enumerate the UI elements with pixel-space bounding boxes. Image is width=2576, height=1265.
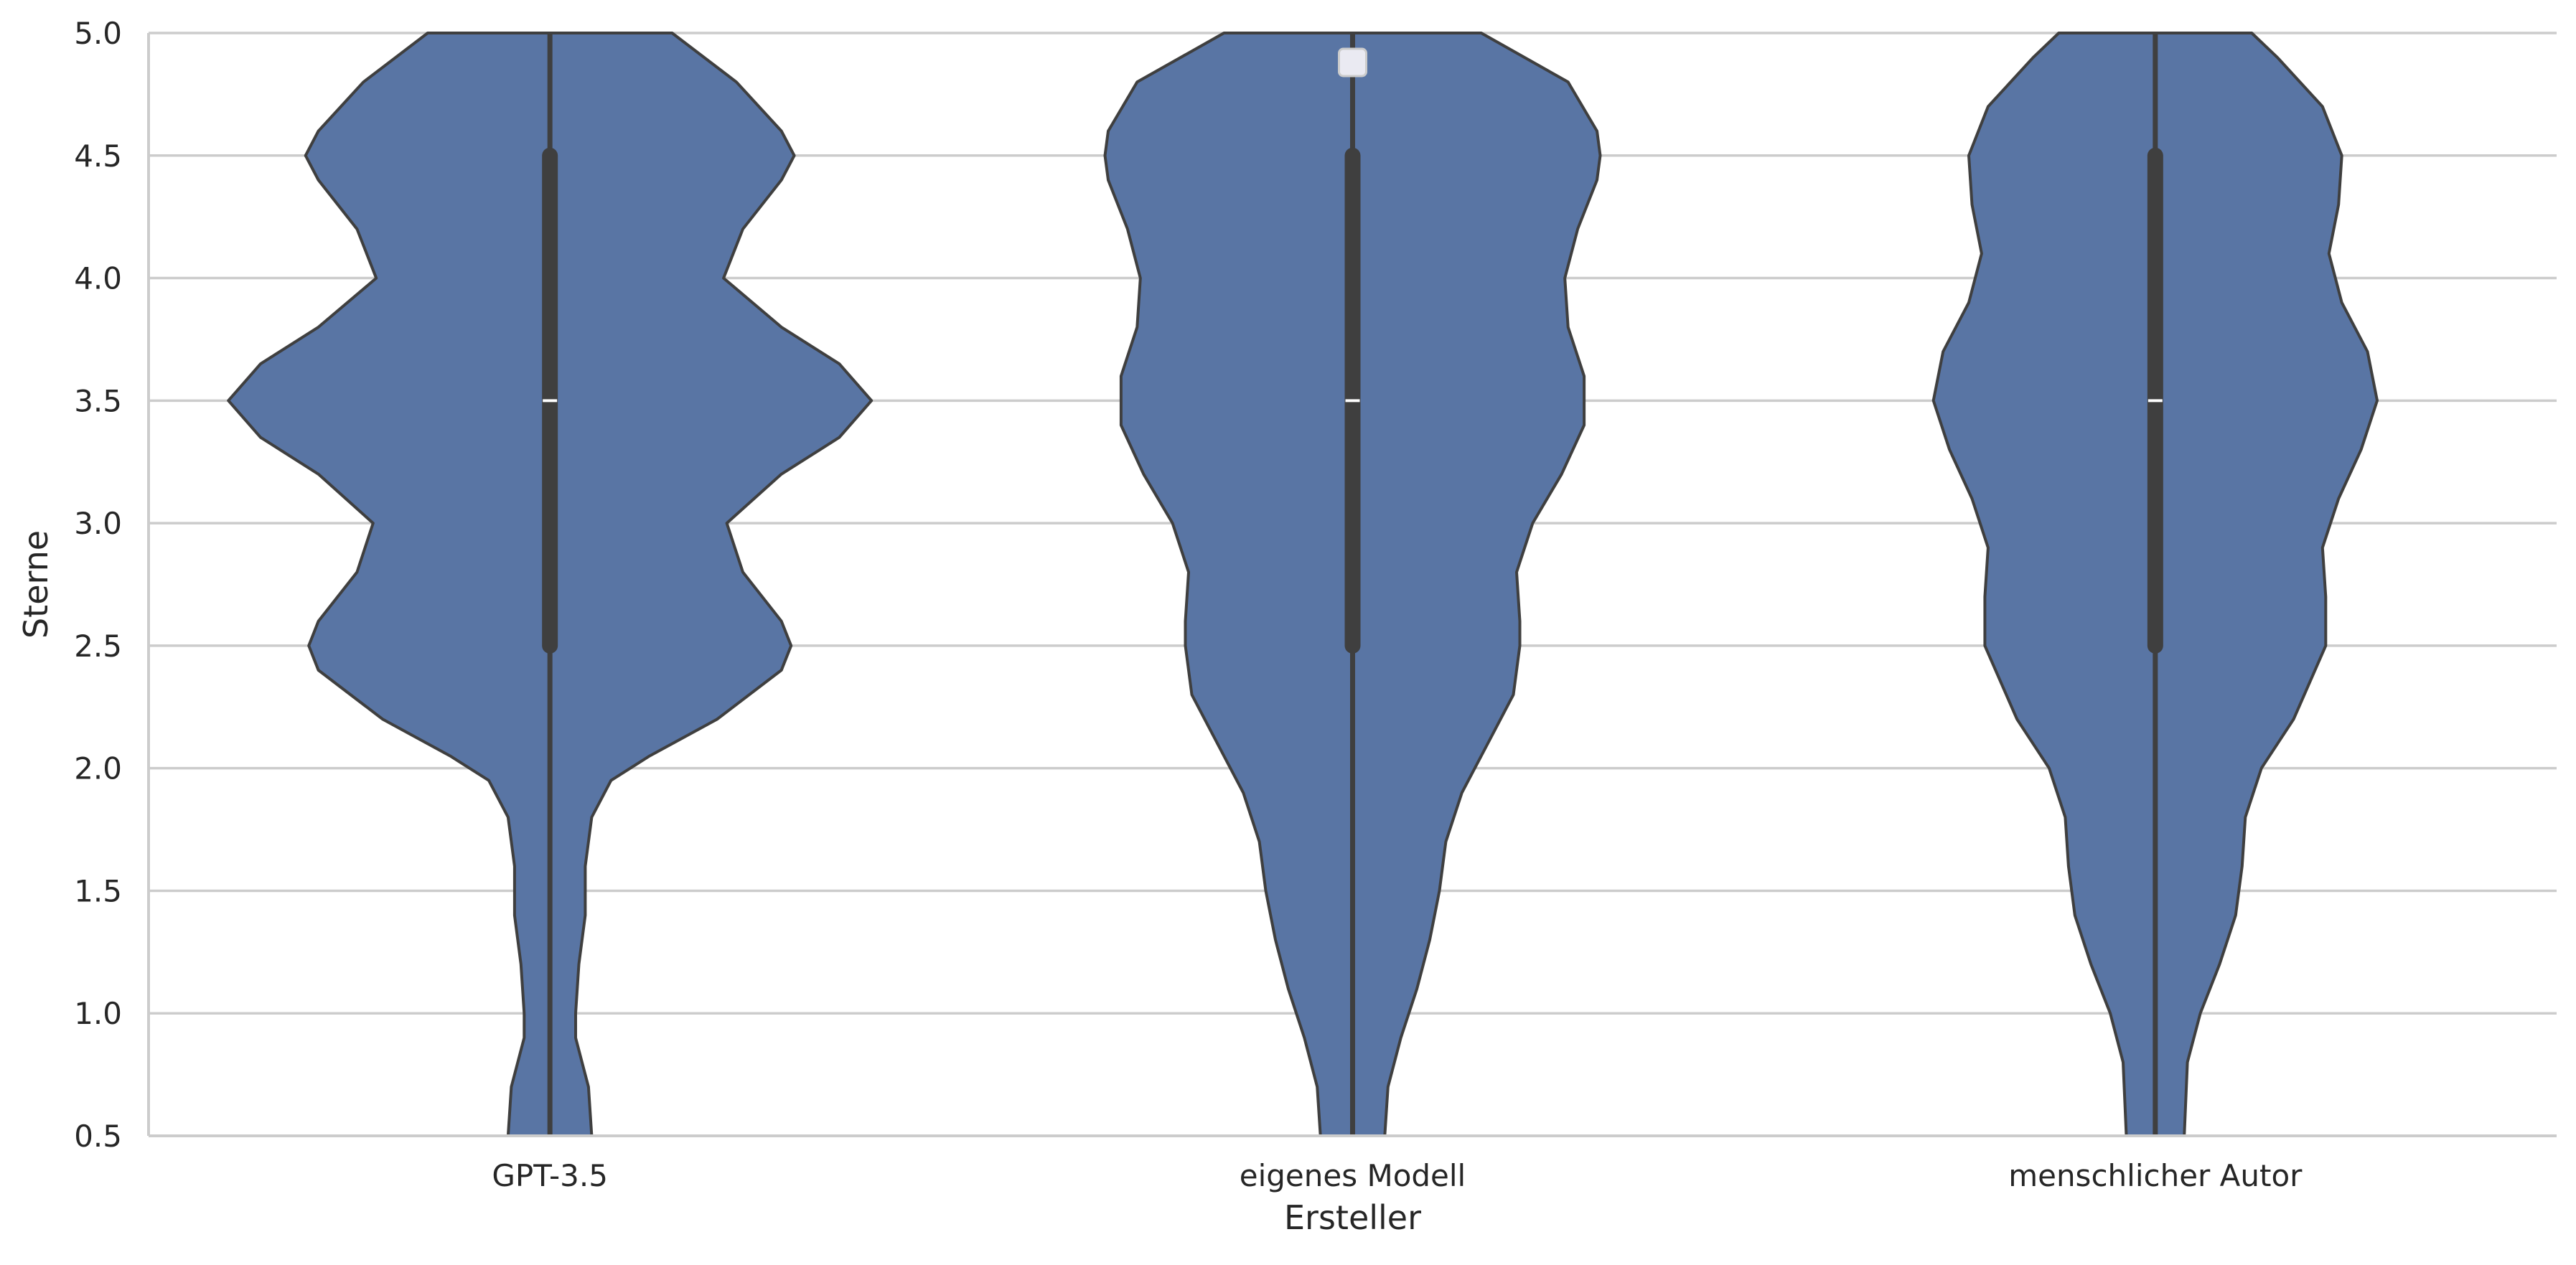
x-axis-label: Ersteller [1284,1198,1421,1237]
x-tick-label: GPT-3.5 [492,1158,608,1193]
axes [147,33,2557,1137]
x-tick-label: menschlicher Autor [2008,1158,2303,1193]
y-tick-label: 4.0 [74,261,122,296]
y-axis-label: Sterne [17,530,55,639]
y-tick-label: 2.0 [74,751,122,786]
y-tick-label: 1.0 [74,996,122,1031]
y-tick-label: 3.5 [74,383,122,418]
y-tick-label: 0.5 [74,1119,122,1154]
violin-group [227,32,874,1137]
violin-group [1931,32,2379,1137]
y-tick-label: 2.5 [74,629,122,664]
y-tick-labels: 0.5 1.0 1.5 2.0 2.5 3.0 3.5 4.0 4.5 5.0 [74,16,122,1154]
y-tick-label: 1.5 [74,873,122,908]
y-tick-label: 3.0 [74,506,122,541]
violin-group [1103,32,1602,1137]
x-tick-labels: GPT-3.5 eigenes Modell menschlicher Autor [492,1158,2303,1193]
legend-box [1338,47,1367,77]
violins [227,32,2379,1137]
y-tick-label: 4.5 [74,138,122,174]
x-tick-label: eigenes Modell [1240,1158,1466,1193]
y-tick-label: 5.0 [74,16,122,51]
